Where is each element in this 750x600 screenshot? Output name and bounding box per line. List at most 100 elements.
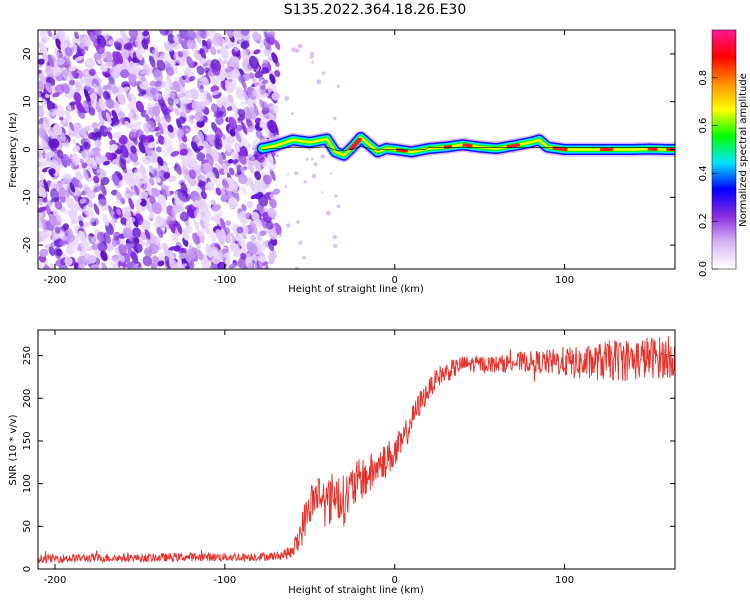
noise-blob [157,55,166,61]
noise-blob [255,129,263,139]
snr-plot-area [38,330,675,569]
noise-blob [142,30,150,37]
noise-blob [248,162,255,174]
noise-blob [106,242,114,252]
noise-blob [64,110,71,119]
noise-blob [181,49,188,59]
noise-blob [91,243,100,250]
noise-blob [193,209,204,219]
x-tick-label: 100 [555,575,574,586]
snr-frame [37,329,676,570]
noise-blob [163,81,171,95]
noise-blob [228,116,238,130]
noise-blob [223,168,228,175]
noise-blob [187,151,195,158]
noise-blob [320,154,325,159]
noise-blob [121,86,131,93]
noise-blob [191,140,198,152]
noise-blob [182,163,189,176]
noise-blob [148,243,159,255]
noise-blob [215,229,223,239]
noise-blob [76,173,84,181]
noise-blob [271,52,279,64]
noise-blob [159,30,170,36]
noise-blob [261,79,269,85]
noise-blob [211,78,219,86]
noise-blob [215,187,222,196]
noise-blob [246,200,254,209]
noise-blob [93,175,100,184]
noise-blob [256,232,262,241]
noise-blob [83,184,91,196]
noise-blob [215,177,225,190]
noise-blob [226,30,234,38]
ridge-peak [467,144,473,148]
noise-blob [173,98,180,105]
noise-blob [83,125,92,132]
snr-marks [38,336,675,565]
colorbar: 0.0 0.2 0.4 0.6 0.8 Normalized spectral ampl… [698,29,749,277]
noise-blob [227,94,234,103]
noise-blob [153,69,163,83]
colorbar-tick-label: 0.8 [698,70,709,86]
noise-blob [248,242,258,255]
noise-blob [104,127,113,132]
noise-blob [210,170,217,183]
noise-blob [254,70,264,79]
noise-blob [211,63,221,76]
noise-blob [269,193,275,200]
noise-blob [202,39,207,47]
noise-blob [267,162,276,172]
noise-blob [254,260,263,269]
noise-blob [188,76,196,82]
noise-blob [96,44,105,55]
noise-blob [333,116,337,121]
noise-blob [84,155,93,165]
noise-blob [126,217,136,224]
noise-blob [251,88,262,97]
noise-blob [232,181,238,192]
noise-blob [51,235,59,241]
noise-blob [198,30,207,39]
noise-blob [97,198,107,207]
snr-panel: -200 -100 0 100 0 50 100 150 200 250 Height of s… [8,329,676,596]
noise-blob [62,83,70,94]
noise-blob [272,250,276,255]
noise-blob [52,92,60,98]
noise-blob [157,135,166,145]
noise-blob [177,51,183,58]
noise-blob [262,174,272,185]
noise-blob [261,101,269,112]
noise-blob [231,151,238,157]
noise-blob [73,92,82,103]
noise-blob [90,99,97,109]
noise-blob [286,223,291,228]
noise-blob [238,236,246,248]
noise-blob [112,51,121,65]
noise-blob [267,240,275,252]
noise-blob [74,31,80,40]
noise-blob [256,152,266,163]
noise-blob [251,77,257,83]
noise-blob [38,169,45,182]
noise-blob [336,84,340,88]
noise-blob [59,194,66,203]
noise-blob [211,90,221,96]
noise-blob [78,220,84,227]
noise-blob [55,259,63,267]
noise-blob [199,219,205,229]
noise-blob [100,64,108,72]
noise-blob [62,209,71,215]
noise-blob [224,35,232,48]
noise-blob [151,106,161,116]
noise-blob [70,153,79,167]
noise-blob [216,49,221,54]
noise-blob [135,176,142,187]
noise-blob [157,121,164,135]
noise-blob [242,211,251,219]
noise-blob [291,47,297,53]
noise-blob [141,39,149,50]
noise-blob [46,113,53,124]
noise-blob [236,226,244,234]
noise-blob [147,141,156,149]
